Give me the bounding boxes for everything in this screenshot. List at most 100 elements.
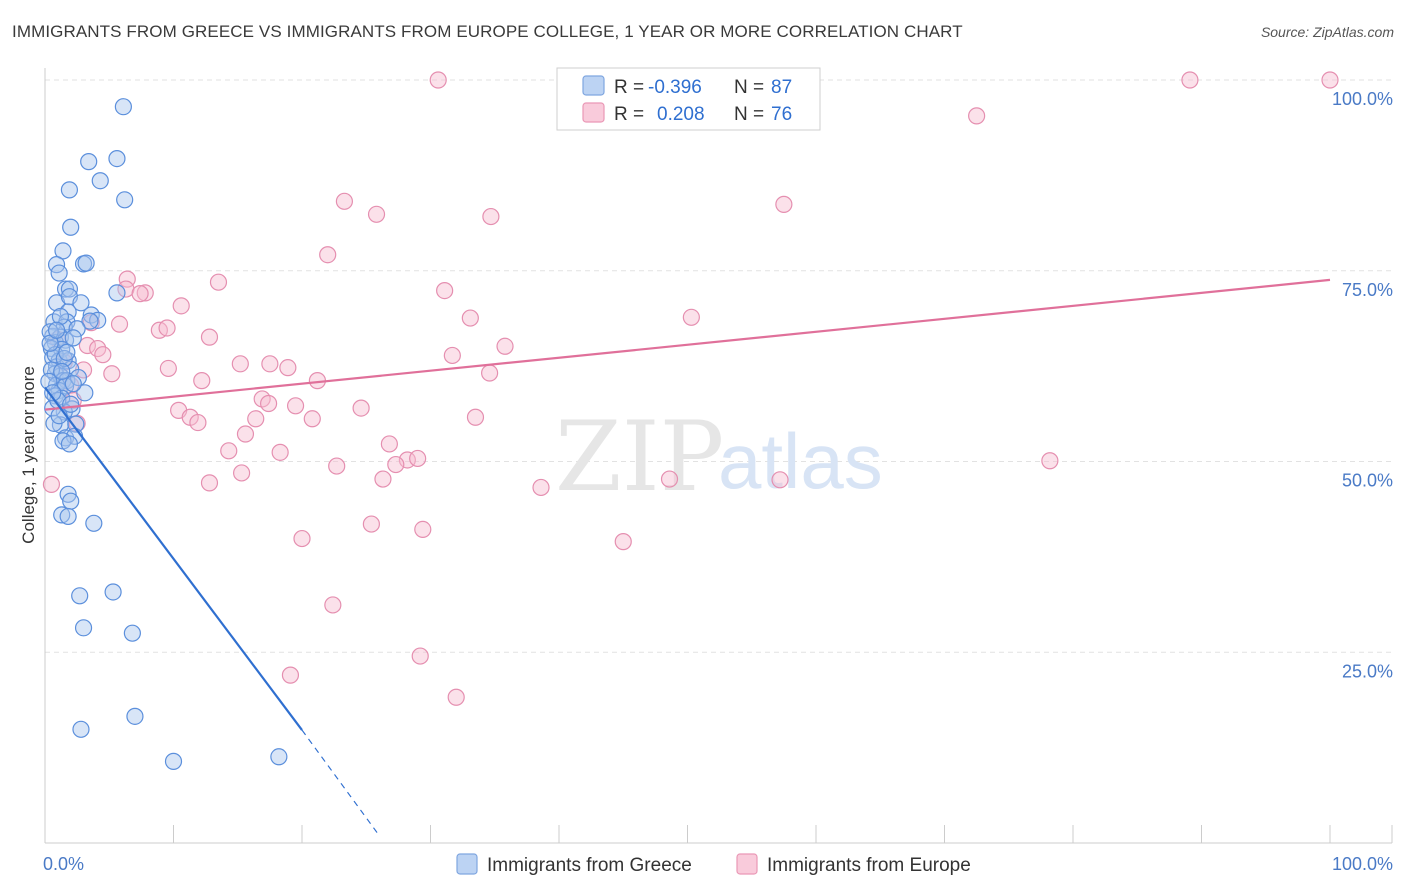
data-point-europe (660, 470, 679, 488)
legend: R = -0.396 N = 87 R = 0.208 N = 76 (556, 67, 821, 131)
data-point-europe (193, 372, 211, 390)
data-point-europe (172, 297, 190, 315)
data-point-greece (54, 242, 72, 260)
data-point-europe (771, 471, 789, 489)
data-point-europe (94, 346, 112, 364)
data-point-europe (200, 474, 219, 492)
data-point-greece (47, 321, 66, 339)
data-point-europe (968, 107, 986, 125)
data-point-greece (51, 307, 70, 326)
legend-greece-n-label: N = (734, 77, 764, 98)
data-point-europe (532, 478, 550, 497)
legend-swatch-europe (582, 102, 605, 123)
data-point-europe (374, 470, 392, 488)
series-europe-points (42, 71, 1339, 706)
data-point-greece (85, 514, 103, 532)
data-point-greece (50, 264, 68, 282)
data-point-europe (775, 195, 793, 213)
data-point-greece (67, 415, 85, 433)
data-point-greece (72, 720, 90, 738)
data-point-europe (447, 688, 465, 706)
data-point-greece (164, 752, 183, 770)
data-point-greece (126, 707, 144, 725)
data-point-europe (443, 346, 461, 365)
trendline-greece-extension (301, 729, 380, 836)
data-point-greece (81, 312, 99, 330)
data-point-europe (42, 475, 61, 493)
data-point-europe (367, 205, 386, 223)
data-point-greece (114, 98, 132, 116)
data-point-greece (74, 619, 93, 637)
data-point-europe (220, 442, 238, 460)
y-tick-label: 75.0% (1342, 280, 1393, 300)
legend-greece-n-value: 87 (771, 77, 792, 98)
data-point-greece (59, 485, 77, 503)
data-point-greece (60, 435, 79, 453)
data-point-europe (247, 410, 265, 428)
data-point-europe (614, 533, 632, 551)
data-point-europe (110, 315, 129, 333)
y-tick-label: 100.0% (1332, 89, 1393, 109)
data-point-europe (409, 449, 427, 468)
bottom-legend-swatch-greece (456, 853, 478, 875)
data-point-europe (387, 455, 405, 474)
data-point-europe (411, 647, 429, 665)
data-point-greece (58, 343, 76, 361)
data-point-europe (136, 284, 154, 302)
data-point-europe (482, 207, 500, 226)
chart-title: IMMIGRANTS FROM GREECE VS IMMIGRANTS FRO… (12, 22, 963, 41)
data-point-europe (324, 596, 342, 614)
y-tick-label: 50.0% (1342, 471, 1393, 491)
bottom-legend-europe: Immigrants from Europe (767, 855, 971, 876)
source-label: Source: ZipAtlas.com (1260, 24, 1394, 40)
data-point-europe (281, 666, 300, 684)
data-point-greece (62, 395, 80, 413)
x-tick-labels: 0.0% 100.0% (43, 854, 1393, 874)
data-point-europe (328, 457, 346, 475)
data-point-europe (293, 529, 311, 548)
bottom-legend-greece: Immigrants from Greece (487, 855, 692, 876)
data-point-europe (286, 397, 305, 415)
trendline-europe (44, 278, 1331, 411)
data-point-europe (159, 359, 177, 378)
legend-europe-r-value: 0.208 (657, 104, 705, 125)
data-point-greece (53, 362, 71, 381)
trendlines (44, 278, 1331, 836)
x-tick-label: 0.0% (43, 854, 84, 874)
series-greece-points (40, 98, 288, 770)
data-point-europe (380, 435, 398, 453)
data-point-greece (53, 506, 71, 524)
legend-greece-r-label: R = (614, 77, 644, 98)
data-point-europe (436, 281, 454, 300)
data-point-europe (682, 308, 700, 326)
data-point-europe (466, 408, 485, 426)
data-point-greece (62, 218, 80, 236)
data-point-greece (270, 748, 288, 766)
data-point-europe (103, 365, 121, 383)
data-point-greece (104, 583, 122, 601)
watermark-atlas: atlas (718, 417, 883, 505)
data-point-europe (259, 394, 278, 413)
data-point-europe (209, 273, 228, 291)
data-point-europe (189, 413, 207, 432)
legend-swatch-greece (582, 75, 605, 96)
data-point-greece (64, 329, 82, 347)
trendline-greece (44, 386, 303, 731)
bottom-legend: Immigrants from Greece Immigrants from E… (456, 853, 971, 876)
legend-europe-n-label: N = (734, 104, 764, 125)
y-tick-label: 25.0% (1342, 661, 1393, 681)
data-point-greece (80, 153, 98, 171)
data-point-europe (319, 246, 337, 264)
data-point-europe (1041, 452, 1059, 470)
x-tick-label: 100.0% (1332, 854, 1393, 874)
data-point-europe (429, 71, 447, 89)
data-point-europe (261, 355, 279, 373)
data-point-europe (233, 464, 251, 482)
data-point-greece (62, 492, 80, 510)
data-point-greece (60, 181, 79, 199)
data-point-europe (481, 364, 499, 382)
y-tick-labels: 25.0% 50.0% 75.0% 100.0% (1332, 89, 1393, 681)
data-point-greece (72, 294, 90, 312)
data-point-europe (131, 285, 149, 303)
